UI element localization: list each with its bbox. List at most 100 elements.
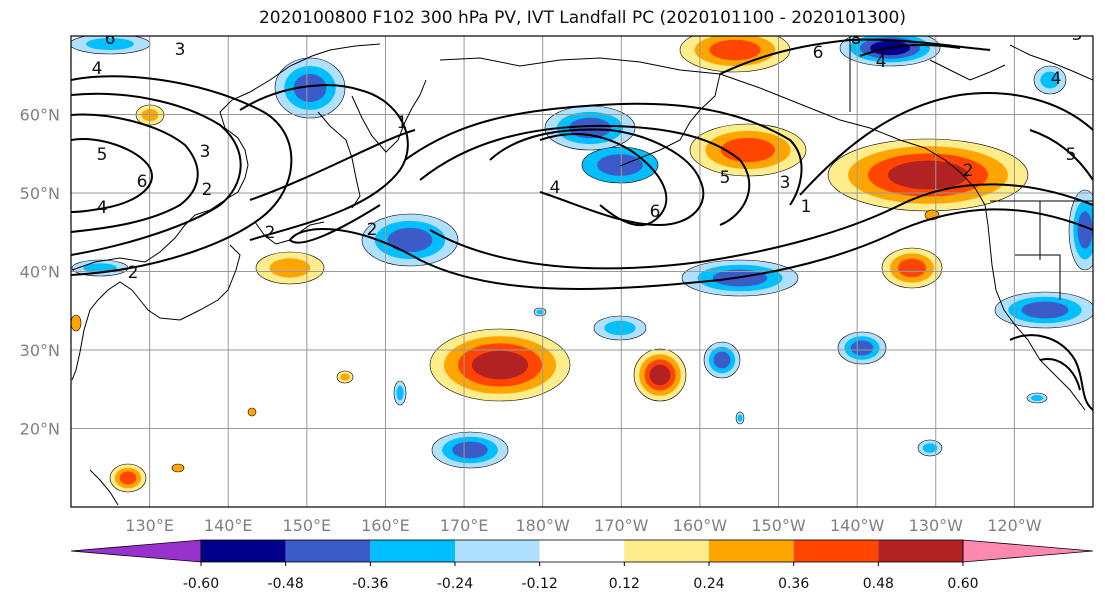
contour-label: 3 [175, 40, 186, 60]
anomaly-feature [1026, 392, 1048, 404]
anomaly-feature [735, 411, 745, 425]
contour-label: 2 [202, 180, 213, 200]
contour-label: 5 [97, 145, 108, 165]
longitude-label: 140°W [830, 516, 885, 535]
anomaly-feature [837, 331, 887, 365]
colorbar-segment [539, 540, 625, 562]
longitude-label: 170°W [594, 516, 649, 535]
colorbar-tick-label: 0.24 [693, 576, 724, 592]
colorbar-tick-label: -0.36 [352, 576, 388, 592]
anomaly-feature [679, 36, 791, 73]
anomaly-feature [393, 380, 407, 406]
colorbar-tick-label: 0.60 [947, 576, 978, 592]
colorbar-segment [793, 540, 879, 562]
gridlines [71, 36, 1093, 507]
longitude-label: 160°W [673, 516, 728, 535]
latitude-label: 20°N [20, 420, 60, 439]
colorbar-segment [285, 540, 371, 562]
contour-label: 4 [550, 178, 561, 198]
anomaly-feature [881, 247, 943, 289]
colorbar-segment [878, 540, 963, 562]
contour-label: 3 [1072, 25, 1083, 45]
colorbar-tick-label: 0.12 [609, 576, 640, 592]
anomaly-feature [71, 36, 151, 55]
anomaly-feature [109, 463, 147, 493]
contour-label: 5 [720, 168, 731, 188]
latitude-label: 30°N [20, 341, 60, 360]
colorbar-tick-label: 0.36 [778, 576, 809, 592]
colorbar-segment [624, 540, 709, 562]
anomaly-feature [1033, 65, 1067, 95]
anomaly-feature [703, 341, 741, 379]
longitude-label: 160°E [361, 516, 410, 535]
anomaly-feature [689, 123, 807, 177]
contour-label: 6 [105, 29, 116, 49]
contour-label: 4 [1051, 69, 1062, 89]
longitude-label: 140°E [204, 516, 253, 535]
contour-label: 2 [128, 263, 139, 283]
shaded-anomalies [71, 36, 1093, 493]
contour-label: 6 [813, 43, 824, 63]
anomaly-feature [533, 307, 547, 317]
colorbar-segment [455, 540, 540, 562]
colorbar-tick-label: -0.12 [522, 576, 558, 592]
contour-label: 2 [265, 223, 276, 243]
longitude-label: 180°W [516, 516, 571, 535]
latitude-label: 60°N [20, 106, 60, 125]
anomaly-feature [1068, 189, 1093, 271]
anomaly-feature [429, 328, 571, 402]
anomaly-feature [994, 291, 1093, 329]
contour-label: 4 [97, 198, 108, 218]
colorbar-segment [709, 540, 794, 562]
contour-label: 8 [851, 29, 862, 49]
chart-title: 2020100800 F102 300 hPa PV, IVT Landfall… [258, 8, 906, 28]
longitude-label: 130°E [125, 516, 174, 535]
colorbar-tick-label: -0.48 [268, 576, 304, 592]
contour-label: 2 [367, 220, 378, 240]
anomaly-feature [274, 57, 346, 119]
longitude-label: 150°E [283, 516, 332, 535]
anomaly-feature [431, 431, 509, 469]
longitude-label: 120°W [987, 516, 1042, 535]
contour-label: 4 [92, 59, 103, 79]
latitude-label: 50°N [20, 184, 60, 203]
colorbar [70, 539, 1094, 563]
colorbar-tick-label: -0.24 [437, 576, 473, 592]
contour-label: 1 [801, 197, 812, 217]
colorbar-tick-label: 0.48 [863, 576, 894, 592]
colorbar-segment [201, 540, 286, 562]
anomaly-feature [247, 407, 257, 417]
colorbar-extend-low [70, 539, 202, 563]
colorbar-tick-labels: -0.60 -0.48 -0.36 -0.24 -0.12 0.12 0.24 0.36 0.4… [183, 562, 979, 592]
contour-label: 6 [137, 172, 148, 192]
contour-label: 6 [650, 202, 661, 222]
political-borders [849, 36, 1093, 300]
longitude-labels: 130°E 140°E 150°E 160°E 170°E 180°W 170°W 160°W… [125, 516, 1041, 535]
contour-label: 3 [780, 173, 791, 193]
anomaly-feature [361, 213, 459, 267]
anomaly-feature [171, 463, 185, 473]
latitude-labels: 20°N 30°N 40°N 50°N 60°N [20, 106, 60, 439]
anomaly-feature [336, 370, 354, 384]
contour-label: 5 [1066, 145, 1077, 165]
contour-label: 1 [397, 113, 408, 133]
anomaly-feature [593, 315, 647, 341]
anomaly-feature [917, 439, 943, 457]
anomaly-feature [71, 314, 82, 332]
contour-label: 2 [963, 161, 974, 181]
anomaly-feature [255, 251, 325, 285]
contour-label: 3 [200, 142, 211, 162]
pv-contours [71, 38, 1093, 411]
colorbar-tick-label: -0.60 [183, 576, 219, 592]
colorbar-frame [200, 539, 964, 563]
contour-label: 4 [876, 52, 887, 72]
longitude-label: 150°W [751, 516, 806, 535]
colorbar-extend-high [962, 539, 1094, 563]
longitude-label: 130°W [909, 516, 964, 535]
longitude-label: 170°E [440, 516, 489, 535]
latitude-label: 40°N [20, 263, 60, 282]
plot-frame [70, 35, 1094, 508]
